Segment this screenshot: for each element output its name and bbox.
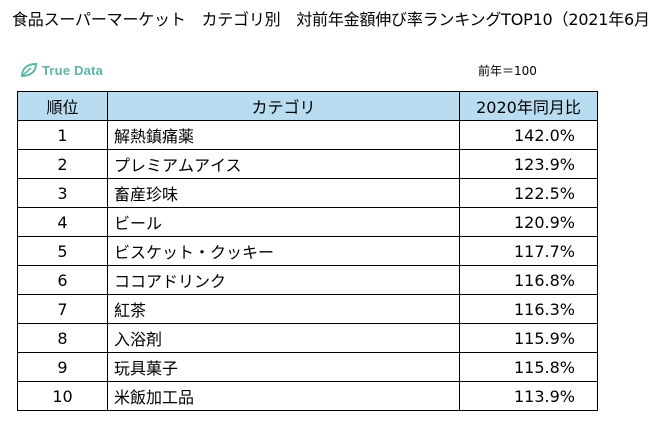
category-cell: 畜産珍味 xyxy=(107,178,460,208)
yoy-cell: 142.0% xyxy=(459,120,598,150)
table-row: 2 プレミアムアイス 123.9% xyxy=(17,149,598,179)
yoy-cell: 117.7% xyxy=(459,236,598,266)
table-row: 10 米飯加工品 113.9% xyxy=(17,381,598,411)
table-row: 8 入浴剤 115.9% xyxy=(17,323,598,353)
table-header-row: 順位 カテゴリ 2020年同月比 xyxy=(17,91,598,121)
rank-cell: 1 xyxy=(17,120,108,150)
base-note: 前年＝100 xyxy=(478,64,537,78)
yoy-cell: 116.8% xyxy=(459,265,598,295)
category-cell: ココアドリンク xyxy=(107,265,460,295)
logo-text: True Data xyxy=(42,62,104,78)
ranking-table: 順位 カテゴリ 2020年同月比 1 解熱鎮痛薬 142.0% 2 プレミアムア… xyxy=(17,91,598,411)
category-cell: ビスケット・クッキー xyxy=(107,236,460,266)
category-cell: 米飯加工品 xyxy=(107,381,460,411)
table-row: 7 紅茶 116.3% xyxy=(17,294,598,324)
category-cell: プレミアムアイス xyxy=(107,149,460,179)
rank-cell: 9 xyxy=(17,352,108,382)
category-cell: 入浴剤 xyxy=(107,323,460,353)
rank-cell: 8 xyxy=(17,323,108,353)
table-row: 6 ココアドリンク 116.8% xyxy=(17,265,598,295)
rank-cell: 6 xyxy=(17,265,108,295)
yoy-cell: 115.9% xyxy=(459,323,598,353)
rank-cell: 7 xyxy=(17,294,108,324)
table-row: 1 解熱鎮痛薬 142.0% xyxy=(17,120,598,150)
table-row: 3 畜産珍味 122.5% xyxy=(17,178,598,208)
category-cell: 玩具菓子 xyxy=(107,352,460,382)
header-rank: 順位 xyxy=(17,91,108,121)
table-row: 9 玩具菓子 115.8% xyxy=(17,352,598,382)
true-data-logo: True Data xyxy=(20,62,103,78)
yoy-cell: 116.3% xyxy=(459,294,598,324)
rank-cell: 5 xyxy=(17,236,108,266)
rank-cell: 3 xyxy=(17,178,108,208)
category-cell: 紅茶 xyxy=(107,294,460,324)
category-cell: ビール xyxy=(107,207,460,237)
leaf-logo-icon xyxy=(20,62,38,78)
yoy-cell: 113.9% xyxy=(459,381,598,411)
yoy-cell: 120.9% xyxy=(459,207,598,237)
rank-cell: 2 xyxy=(17,149,108,179)
rank-cell: 10 xyxy=(17,381,108,411)
yoy-cell: 115.8% xyxy=(459,352,598,382)
category-cell: 解熱鎮痛薬 xyxy=(107,120,460,150)
page-title: 食品スーパーマーケット カテゴリ別 対前年金額伸び率ランキングTOP10（202… xyxy=(12,10,650,29)
table-row: 5 ビスケット・クッキー 117.7% xyxy=(17,236,598,266)
rank-cell: 4 xyxy=(17,207,108,237)
yoy-cell: 123.9% xyxy=(459,149,598,179)
header-category: カテゴリ xyxy=(107,91,460,121)
header-yoy: 2020年同月比 xyxy=(459,91,598,121)
table-row: 4 ビール 120.9% xyxy=(17,207,598,237)
yoy-cell: 122.5% xyxy=(459,178,598,208)
